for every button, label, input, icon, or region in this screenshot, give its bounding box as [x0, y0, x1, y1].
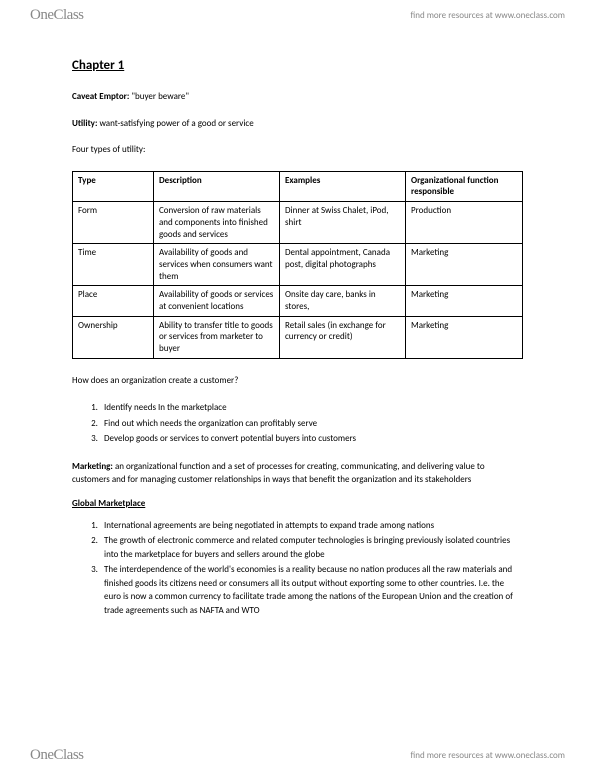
header-tagline: find more resources at www.oneclass.com — [410, 10, 565, 21]
marketing-value: an organizational function and a set of … — [72, 461, 485, 485]
utility-line: Utility: want-satisfying power of a good… — [72, 118, 523, 131]
table-header-row: Type Description Examples Organizational… — [73, 171, 523, 201]
list-item: The interdependence of the world's econo… — [100, 563, 523, 617]
cell: Conversion of raw materials and componen… — [154, 202, 280, 244]
cell: Availability of goods and services when … — [154, 244, 280, 286]
tagline-prefix: find more resources at — [410, 10, 494, 21]
list-item: Identify needs In the marketplace — [100, 401, 523, 415]
footer-tagline: find more resources at www.oneclass.com — [410, 750, 565, 761]
global-title: Global Marketplace — [72, 498, 523, 509]
marketing-label: Marketing: — [72, 461, 113, 472]
table-body: Form Conversion of raw materials and com… — [73, 202, 523, 359]
document-content: Chapter 1 Caveat Emptor: "buyer beware" … — [0, 30, 595, 641]
logo-part2: Class — [54, 7, 84, 23]
footer: OneClass find more resources at www.onec… — [0, 740, 595, 770]
logo: OneClass — [30, 7, 84, 24]
marketing-def: Marketing: an organizational function an… — [72, 460, 523, 486]
four-types-line: Four types of utility: — [72, 144, 523, 157]
th-org: Organizational function responsible — [406, 171, 523, 201]
cell: Marketing — [406, 286, 523, 316]
global-list: International agreements are being negot… — [100, 519, 523, 618]
footer-logo: OneClass — [30, 747, 84, 764]
caveat-value: "buyer beware" — [129, 91, 189, 102]
chapter-title: Chapter 1 — [72, 58, 523, 73]
cell: Ability to transfer title to goods or se… — [154, 316, 280, 358]
cell: Onsite day care, banks in stores, — [280, 286, 406, 316]
list-item: The growth of electronic commerce and re… — [100, 534, 523, 561]
th-examples: Examples — [280, 171, 406, 201]
cell: Retail sales (in exchange for currency o… — [280, 316, 406, 358]
utility-table: Type Description Examples Organizational… — [72, 171, 523, 359]
table-row: Time Availability of goods and services … — [73, 244, 523, 286]
cell: Marketing — [406, 244, 523, 286]
list-item: International agreements are being negot… — [100, 519, 523, 533]
logo-part1: One — [30, 747, 54, 763]
caveat-line: Caveat Emptor: "buyer beware" — [72, 91, 523, 104]
cell: Form — [73, 202, 154, 244]
question-1: How does an organization create a custom… — [72, 375, 523, 388]
cell: Time — [73, 244, 154, 286]
header: OneClass find more resources at www.onec… — [0, 0, 595, 30]
cell: Availability of goods or services at con… — [154, 286, 280, 316]
table-row: Ownership Ability to transfer title to g… — [73, 316, 523, 358]
utility-label: Utility: — [72, 118, 97, 129]
cell: Dental appointment, Canada post, digital… — [280, 244, 406, 286]
customer-list: Identify needs In the marketplace Find o… — [100, 401, 523, 446]
caveat-label: Caveat Emptor: — [72, 91, 129, 102]
logo-part1: One — [30, 7, 54, 23]
cell: Ownership — [73, 316, 154, 358]
th-type: Type — [73, 171, 154, 201]
tagline-link[interactable]: www.oneclass.com — [495, 10, 565, 21]
logo-part2: Class — [54, 747, 84, 763]
cell: Production — [406, 202, 523, 244]
cell: Place — [73, 286, 154, 316]
cell: Marketing — [406, 316, 523, 358]
th-description: Description — [154, 171, 280, 201]
cell: Dinner at Swiss Chalet, iPod, shirt — [280, 202, 406, 244]
list-item: Find out which needs the organization ca… — [100, 417, 523, 431]
table-row: Form Conversion of raw materials and com… — [73, 202, 523, 244]
table-row: Place Availability of goods or services … — [73, 286, 523, 316]
list-item: Develop goods or services to convert pot… — [100, 432, 523, 446]
footer-tagline-link[interactable]: www.oneclass.com — [495, 750, 565, 761]
tagline-prefix: find more resources at — [410, 750, 494, 761]
utility-value: want-satisfying power of a good or servi… — [97, 118, 253, 129]
